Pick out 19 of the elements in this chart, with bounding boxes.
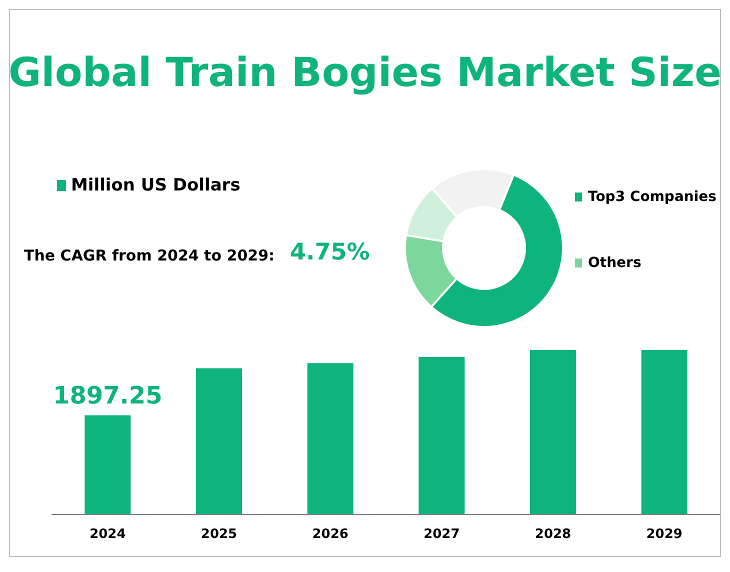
x-tick-label: 2027 [424,527,460,542]
x-tick-label: 2025 [200,527,238,542]
legend-label: Others [588,255,642,271]
x-tick-label: 2028 [534,527,572,542]
bar [307,363,354,514]
bar [641,350,688,514]
bar [84,415,131,514]
x-tick-label: 2024 [90,527,126,542]
x-tick-label: 2026 [312,527,348,542]
legend-label: Million US Dollars [71,176,240,196]
chart-title: Global Train Bogies Market Size [8,50,722,96]
text: 4.75% [290,240,370,266]
legend-label: Top3 Companies [588,189,716,205]
data-label: 1897.25 [53,381,162,410]
text: The CAGR from 2024 to 2029: [24,246,275,264]
x-tick-label: 2029 [646,527,682,542]
bar [196,368,242,514]
bar [418,356,465,514]
bar [530,350,576,514]
